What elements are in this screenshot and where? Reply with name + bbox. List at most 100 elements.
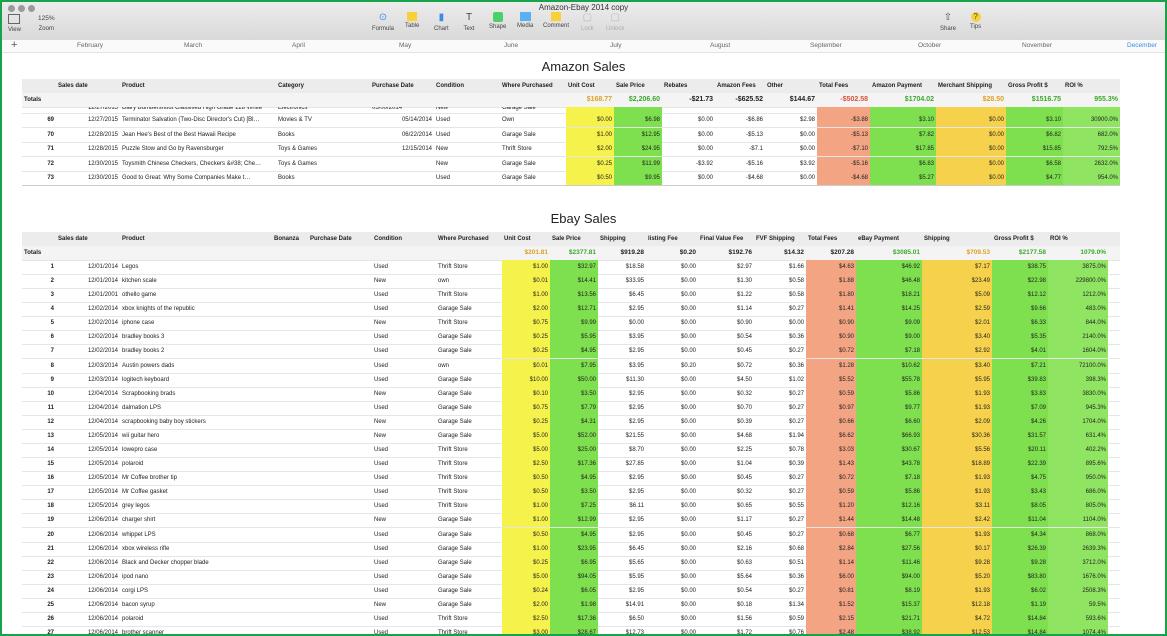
sales-date-cell[interactable]: 12/02/2014 — [87, 306, 118, 313]
lf-cell[interactable]: $0.00 — [680, 306, 696, 313]
price-cell[interactable]: $4.31 — [550, 414, 598, 429]
where-purchased-cell[interactable]: Garage Sale — [438, 517, 472, 524]
bonanza-cell[interactable] — [272, 626, 308, 634]
ship2-cell[interactable]: $0.17 — [922, 541, 992, 556]
product-cell[interactable]: ipod nano — [122, 573, 149, 580]
lf-cell[interactable]: $0.00 — [680, 432, 696, 439]
product-cell[interactable]: dalmation LPS — [122, 404, 162, 411]
condition-cell[interactable]: Used — [374, 362, 389, 369]
condition-cell[interactable]: Used — [374, 559, 389, 566]
minimize-window-button[interactable] — [18, 5, 25, 12]
fvf-cell[interactable]: $2.25 — [736, 447, 752, 454]
fvfs-cell[interactable]: $0.27 — [788, 587, 804, 594]
row-number[interactable]: 23 — [47, 573, 54, 580]
purchase-date-cell[interactable] — [308, 288, 372, 302]
cost-cell[interactable]: $2.00 — [502, 302, 550, 317]
tf-cell[interactable]: $1.28 — [806, 358, 856, 373]
pay-cell[interactable]: $9.00 — [856, 330, 922, 345]
condition-cell[interactable]: Used — [436, 131, 451, 138]
ship2-cell[interactable]: $1.93 — [922, 527, 992, 542]
ship-cell[interactable]: $2.95 — [628, 306, 644, 313]
gross-cell[interactable]: $4.75 — [992, 471, 1048, 486]
ship2-cell[interactable]: $2.09 — [922, 414, 992, 429]
bonanza-cell[interactable] — [272, 471, 308, 485]
fvf-cell[interactable]: $1.14 — [736, 306, 752, 313]
where-purchased-cell[interactable]: Thrift Store — [438, 503, 468, 510]
roi-cell[interactable]: 398.3% — [1048, 372, 1108, 387]
condition-cell[interactable]: Used — [374, 630, 389, 636]
tf-cell[interactable]: $1.20 — [806, 499, 856, 514]
gross-cell[interactable]: $6.82 — [1006, 127, 1063, 142]
fvfs-cell[interactable]: $0.51 — [788, 559, 804, 566]
fvfs-cell[interactable]: $1.34 — [788, 601, 804, 608]
product-cell[interactable]: Terminator Salvation (Two-Disc Director'… — [122, 117, 260, 123]
fvfs-cell[interactable]: $0.76 — [788, 630, 804, 636]
product-cell[interactable]: Jean Hee's Best of the Best Hawaii Recip… — [122, 131, 236, 138]
sales-date-cell[interactable]: 12/05/2014 — [87, 447, 118, 454]
price-cell[interactable]: $6.05 — [550, 583, 598, 598]
month-tab-october[interactable]: October — [918, 42, 942, 49]
fvfs-cell[interactable]: $0.39 — [788, 461, 804, 468]
bonanza-cell[interactable] — [272, 485, 308, 499]
total-value[interactable]: $168.77 — [586, 96, 612, 103]
where-purchased-cell[interactable]: Garage Sale — [438, 601, 472, 608]
ship-cell[interactable]: $12.73 — [625, 630, 644, 636]
ship2-cell[interactable]: $12.53 — [922, 626, 992, 634]
cost-cell[interactable]: $5.00 — [502, 428, 550, 443]
price-cell[interactable]: $11.99 — [614, 156, 662, 171]
bonanza-cell[interactable] — [272, 401, 308, 415]
gross-cell[interactable]: $3.10 — [1006, 113, 1063, 127]
totals-label[interactable]: Totals — [24, 250, 42, 256]
fvfs-cell[interactable]: $0.59 — [788, 616, 804, 622]
condition-cell[interactable]: Used — [374, 616, 389, 622]
other-cell[interactable]: $0.00 — [799, 175, 815, 181]
other-cell[interactable]: $0.00 — [799, 131, 815, 138]
purchase-date-cell[interactable] — [308, 415, 372, 429]
product-cell[interactable]: polaroid — [122, 616, 144, 622]
bonanza-cell[interactable] — [272, 457, 308, 471]
fvf-cell[interactable]: $0.45 — [736, 531, 752, 538]
ship-cell[interactable]: $21.55 — [625, 432, 644, 439]
total-value[interactable]: $709.53 — [966, 249, 991, 256]
ship-cell[interactable]: $6.50 — [628, 616, 644, 622]
pay-cell[interactable]: $15.37 — [856, 597, 922, 612]
column-header[interactable]: Condition — [374, 236, 402, 242]
condition-cell[interactable]: Used — [374, 503, 389, 510]
ship2-cell[interactable]: $2.59 — [922, 302, 992, 317]
gross-cell[interactable]: $22.39 — [992, 457, 1048, 472]
corner-cell[interactable] — [22, 79, 56, 93]
column-header[interactable]: eBay Payment — [858, 236, 900, 242]
gross-cell[interactable]: $4.01 — [992, 344, 1048, 359]
ship-cell[interactable]: $2.95 — [628, 475, 644, 482]
bonanza-cell[interactable] — [272, 513, 308, 527]
sales-date-cell[interactable]: 12/01/2014 — [87, 264, 118, 270]
total-value[interactable]: $0.20 — [679, 249, 696, 256]
category-cell[interactable]: Books — [278, 131, 295, 138]
condition-cell[interactable]: New — [374, 517, 387, 524]
roi-cell[interactable]: 2639.3% — [1048, 541, 1108, 556]
purchase-date-cell[interactable] — [308, 457, 372, 471]
bonanza-cell[interactable] — [272, 598, 308, 612]
fvfs-cell[interactable]: $0.78 — [788, 447, 804, 454]
product-cell[interactable]: Good to Great: Why Some Companies Make t… — [122, 175, 251, 181]
price-cell[interactable]: $23.95 — [550, 541, 598, 556]
product-cell[interactable]: bradley books 3 — [122, 334, 165, 341]
product-cell[interactable]: corgi LPS — [122, 587, 149, 594]
cost-cell[interactable]: $1.00 — [502, 541, 550, 556]
product-cell[interactable]: polaroid — [122, 461, 144, 468]
cost-cell[interactable]: $0.50 — [502, 471, 550, 486]
column-header[interactable]: Amazon Payment — [872, 83, 923, 89]
ship-cell[interactable]: $14.91 — [625, 601, 644, 608]
cost-cell[interactable]: $0.24 — [502, 583, 550, 598]
gross-cell[interactable]: $14.84 — [992, 612, 1048, 626]
purchase-date-cell[interactable] — [308, 584, 372, 598]
fvf-cell[interactable]: $0.65 — [736, 503, 752, 510]
ship2-cell[interactable]: $18.89 — [922, 457, 992, 472]
where-purchased-cell[interactable]: Thrift Store — [438, 489, 468, 496]
roi-cell[interactable]: 483.0% — [1048, 302, 1108, 317]
sales-date-cell[interactable]: 12/06/2014 — [87, 531, 118, 538]
column-header[interactable]: Total Fees — [808, 236, 838, 242]
product-cell[interactable]: iphone case — [122, 320, 155, 327]
column-header[interactable]: Condition — [436, 83, 464, 89]
total-value[interactable]: 1079.0% — [1080, 249, 1106, 256]
